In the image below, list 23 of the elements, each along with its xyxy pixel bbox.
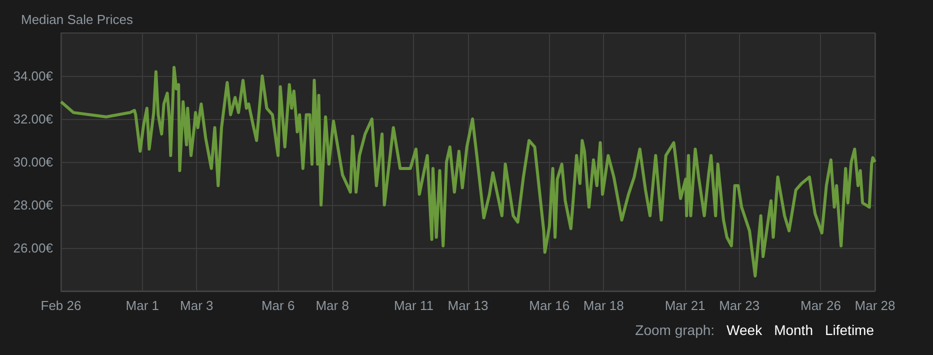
x-tick-label: Mar 6 xyxy=(261,298,295,313)
x-tick-label: Mar 8 xyxy=(316,298,349,313)
x-tick-label: Mar 11 xyxy=(394,298,434,313)
text: Month xyxy=(774,322,813,338)
chart-title: Median Sale Prices xyxy=(21,12,134,27)
x-tick-label: Mar 3 xyxy=(180,298,214,313)
text: Zoom graph: xyxy=(635,322,715,338)
x-tick-label: Feb 26 xyxy=(40,298,82,313)
x-tick-label: Mar 26 xyxy=(800,298,841,313)
x-tick-label: Mar 1 xyxy=(126,298,160,313)
x-tick-label: Mar 28 xyxy=(854,298,896,313)
x-tick-label: Mar 16 xyxy=(529,298,570,313)
text: Lifetime xyxy=(824,322,874,338)
x-tick-label: Mar 23 xyxy=(719,298,760,313)
y-tick-label: 30.00€ xyxy=(13,154,54,170)
y-tick-label: 28.00€ xyxy=(13,198,54,212)
x-tick-label: Mar 13 xyxy=(448,298,488,313)
x-tick-label: Mar 21 xyxy=(664,298,706,313)
text: Week xyxy=(726,322,764,338)
x-tick-label: Mar 18 xyxy=(583,298,624,313)
y-tick-label: 26.00€ xyxy=(13,240,54,256)
y-tick-label: 34.00€ xyxy=(13,68,54,84)
y-tick-label: 32.00€ xyxy=(13,112,54,126)
